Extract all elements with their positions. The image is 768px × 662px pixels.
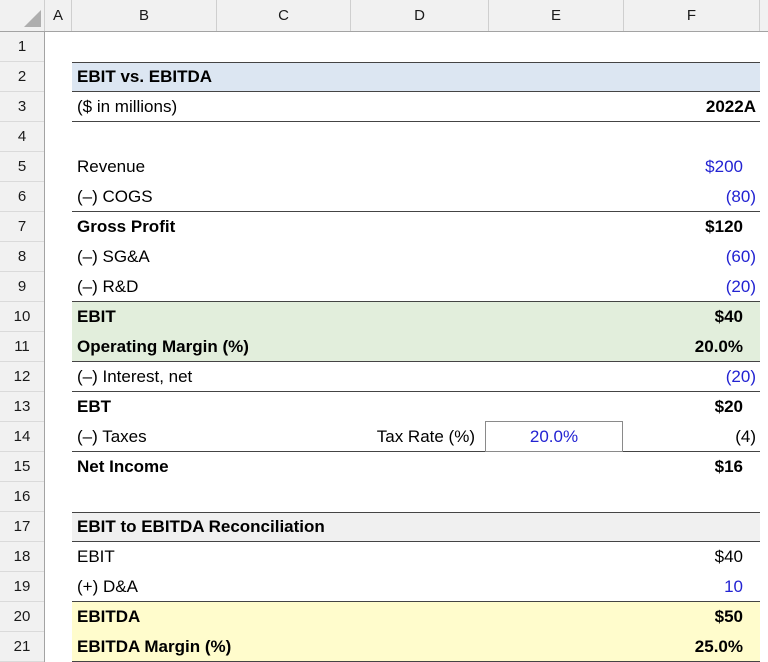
sheet-title-cell[interactable]: EBIT vs. EBITDA <box>77 67 213 86</box>
row-header-21[interactable]: 21 <box>0 632 44 662</box>
cogs-row: (–) COGS (80) <box>45 182 768 212</box>
taxes-value-cell[interactable]: (4) <box>735 427 756 446</box>
operating-margin-row: Operating Margin (%) 20.0% <box>45 332 768 362</box>
rd-value-cell[interactable]: (20) <box>725 277 756 296</box>
gross-profit-row: Gross Profit $120 <box>45 212 768 242</box>
column-header-bar: A B C D E F <box>0 0 768 32</box>
period-header-cell[interactable]: 2022A <box>705 97 756 116</box>
net-income-row: Net Income $16 <box>45 452 768 482</box>
units-cell[interactable]: ($ in millions) <box>77 97 178 116</box>
cogs-underline <box>72 182 760 212</box>
row-header-5[interactable]: 5 <box>0 152 44 182</box>
operating-margin-highlight-fill <box>72 332 760 362</box>
row-header-13[interactable]: 13 <box>0 392 44 422</box>
gross-profit-label-cell[interactable]: Gross Profit <box>77 217 176 236</box>
row-header-2[interactable]: 2 <box>0 62 44 92</box>
net-income-value-cell[interactable]: $16 <box>714 457 743 476</box>
row-header-12[interactable]: 12 <box>0 362 44 392</box>
subtitle-underline <box>72 92 760 122</box>
row-header-8[interactable]: 8 <box>0 242 44 272</box>
row-header-10[interactable]: 10 <box>0 302 44 332</box>
revenue-value-cell[interactable]: $200 <box>705 157 743 176</box>
da-row: (+) D&A 10 <box>45 572 768 602</box>
row-header-3[interactable]: 3 <box>0 92 44 122</box>
da-underline <box>72 572 760 602</box>
row-header-20[interactable]: 20 <box>0 602 44 632</box>
row-header-16[interactable]: 16 <box>0 482 44 512</box>
row-header-bar: 1 2 3 4 5 6 7 8 9 10 11 12 13 14 15 16 1… <box>0 32 45 662</box>
row-header-4[interactable]: 4 <box>0 122 44 152</box>
taxes-row: (–) Taxes Tax Rate (%) 20.0% (4) <box>45 421 768 452</box>
sga-row: (–) SG&A (60) <box>45 242 768 272</box>
row-header-17[interactable]: 17 <box>0 512 44 542</box>
ebitda-value-cell[interactable]: $50 <box>714 607 743 626</box>
column-header-b[interactable]: B <box>72 0 217 31</box>
tax-rate-input-cell[interactable]: 20.0% <box>485 421 623 452</box>
operating-margin-label-cell[interactable]: Operating Margin (%) <box>77 337 249 356</box>
recon-ebit-row: EBIT $40 <box>45 542 768 572</box>
rd-row: (–) R&D (20) <box>45 272 768 302</box>
gross-profit-value-cell[interactable]: $120 <box>705 217 743 236</box>
title-row: EBIT vs. EBITDA <box>45 62 768 92</box>
column-header-a[interactable]: A <box>45 0 72 31</box>
row-header-14[interactable]: 14 <box>0 422 44 452</box>
taxes-underline <box>72 422 760 452</box>
interest-row: (–) Interest, net (20) <box>45 362 768 392</box>
recon-ebit-label-cell[interactable]: EBIT <box>77 547 115 566</box>
recon-ebit-value-cell[interactable]: $40 <box>714 547 743 566</box>
interest-underline <box>72 362 760 392</box>
subtitle-row: ($ in millions) 2022A <box>45 92 768 122</box>
da-label-cell[interactable]: (+) D&A <box>77 577 138 596</box>
ebitda-margin-row: EBITDA Margin (%) 25.0% <box>45 632 768 662</box>
ebit-highlight-fill <box>72 302 760 332</box>
column-header-e[interactable]: E <box>489 0 624 31</box>
cogs-value-cell[interactable]: (80) <box>725 187 756 206</box>
select-all-button[interactable] <box>0 0 45 31</box>
taxes-label-cell[interactable]: (–) Taxes <box>77 427 147 446</box>
ebit-label-cell[interactable]: EBIT <box>77 307 116 326</box>
net-income-label-cell[interactable]: Net Income <box>77 457 169 476</box>
column-header-f[interactable]: F <box>624 0 760 31</box>
tax-rate-label-cell[interactable]: Tax Rate (%) <box>376 427 475 446</box>
column-header-g-sliver[interactable] <box>760 0 768 31</box>
da-value-cell[interactable]: 10 <box>724 577 743 596</box>
rd-underline <box>72 272 760 302</box>
row-header-9[interactable]: 9 <box>0 272 44 302</box>
ebitda-highlight-fill <box>72 602 760 632</box>
ebt-row: EBT $20 <box>45 392 768 422</box>
row-header-1[interactable]: 1 <box>0 32 44 62</box>
ebit-value-cell[interactable]: $40 <box>714 307 743 326</box>
revenue-row: Revenue $200 <box>45 152 768 182</box>
operating-margin-value-cell[interactable]: 20.0% <box>694 337 743 356</box>
ebit-row: EBIT $40 <box>45 302 768 332</box>
ebt-label-cell[interactable]: EBT <box>77 397 111 416</box>
column-header-c[interactable]: C <box>217 0 351 31</box>
reconciliation-title-cell[interactable]: EBIT to EBITDA Reconciliation <box>77 517 325 536</box>
row-header-11[interactable]: 11 <box>0 332 44 362</box>
sga-value-cell[interactable]: (60) <box>725 247 756 266</box>
interest-value-cell[interactable]: (20) <box>725 367 756 386</box>
sga-label-cell[interactable]: (–) SG&A <box>77 247 150 266</box>
interest-label-cell[interactable]: (–) Interest, net <box>77 367 193 386</box>
reconciliation-title-row: EBIT to EBITDA Reconciliation <box>45 512 768 542</box>
ebt-value-cell[interactable]: $20 <box>714 397 743 416</box>
row-header-15[interactable]: 15 <box>0 452 44 482</box>
row-header-6[interactable]: 6 <box>0 182 44 212</box>
revenue-label-cell[interactable]: Revenue <box>77 157 146 176</box>
row-header-7[interactable]: 7 <box>0 212 44 242</box>
row-header-18[interactable]: 18 <box>0 542 44 572</box>
column-header-d[interactable]: D <box>351 0 489 31</box>
select-all-triangle-icon <box>24 10 41 27</box>
row-header-19[interactable]: 19 <box>0 572 44 602</box>
ebitda-margin-value-cell[interactable]: 25.0% <box>694 637 743 656</box>
ebitda-row: EBITDA $50 <box>45 602 768 632</box>
cogs-label-cell[interactable]: (–) COGS <box>77 187 153 206</box>
reconciliation-banner-fill <box>72 512 760 542</box>
ebitda-label-cell[interactable]: EBITDA <box>77 607 141 626</box>
rd-label-cell[interactable]: (–) R&D <box>77 277 139 296</box>
title-banner-fill <box>72 62 760 92</box>
ebitda-margin-label-cell[interactable]: EBITDA Margin (%) <box>77 637 232 656</box>
